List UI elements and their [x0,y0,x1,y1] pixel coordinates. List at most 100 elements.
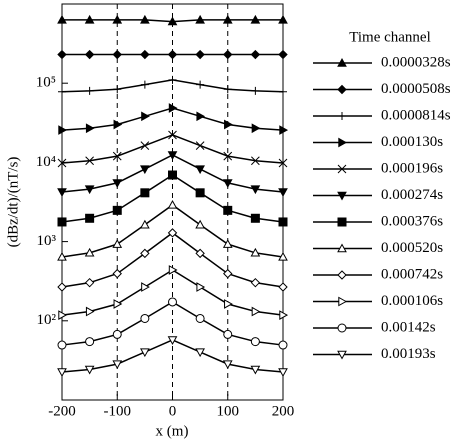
legend-label: 0.000106s [381,293,443,309]
data-point [250,247,261,257]
data-point [278,368,288,377]
data-point [141,111,150,122]
data-point [195,348,205,358]
data-point [140,141,150,150]
data-point [58,310,68,320]
data-point [168,265,178,275]
data-point [57,368,67,377]
legend-label: 0.0000508s [381,81,451,97]
x-tick-label: -100 [104,403,132,419]
legend-marker [337,350,347,360]
data-point [112,205,122,215]
data-point [222,14,233,24]
data-point [112,14,123,24]
data-point [140,348,150,358]
data-point [112,49,122,60]
data-point [196,111,206,122]
data-point [85,306,95,317]
legend-label: 0.0000328s [381,54,451,70]
data-point [223,329,233,339]
data-point [167,151,178,161]
data-point [167,16,178,26]
data-point [195,188,205,198]
data-point [85,337,95,347]
legend-marker [337,270,347,280]
data-point [113,119,123,130]
data-point [167,199,178,209]
legend-label: 0.000742s [381,266,443,282]
legend-title: Time channel [349,29,431,45]
data-point [278,188,288,198]
data-point [195,165,205,175]
data-point [85,123,95,134]
data-point [195,49,205,60]
data-point [278,158,288,168]
legend-marker [337,243,347,253]
data-point [250,185,261,195]
legend-marker [338,296,348,307]
data-point [278,49,288,60]
data-point [84,247,95,257]
data-point [140,248,150,259]
data-point [251,86,260,95]
data-point [279,125,289,135]
data-point [195,219,205,229]
data-point [84,365,95,375]
data-point [84,185,95,195]
data-point [57,251,67,261]
data-point [224,299,233,309]
data-point [278,251,288,261]
data-point [112,268,122,279]
data-point [167,49,178,60]
data-point [279,310,289,320]
y-axis-label: (dBz/dt)/(nT/s) [5,157,21,248]
data-point [112,239,123,248]
data-point [168,170,177,180]
data-point [168,75,177,84]
data-point [195,248,205,259]
data-point [250,213,260,223]
data-point [195,141,205,150]
x-tick-label: -200 [48,403,76,419]
data-point [57,282,67,292]
data-point [57,49,67,60]
x-tick-label: 100 [217,403,240,419]
legend-marker [337,217,347,227]
x-tick-label: 200 [272,403,295,419]
data-point [85,86,94,95]
data-point [250,365,261,375]
data-point [195,14,205,24]
data-point [251,306,261,317]
data-point [113,299,123,309]
data-point [140,165,150,175]
data-point [224,119,233,130]
data-point [168,297,177,307]
data-point [141,282,150,292]
data-point [278,340,288,350]
legend-marker [338,137,348,148]
x-axis-label: x (m) [156,423,189,439]
data-point [167,336,178,345]
legend-label: 0.000520s [381,240,443,256]
data-point [250,337,260,347]
legend-marker [337,191,347,201]
data-point [140,80,149,89]
data-point [57,188,67,198]
legend-label: 0.000130s [381,134,443,150]
data-point [196,80,205,89]
legend-label: 0.000274s [381,187,443,203]
series-line [61,107,284,131]
data-point [223,205,233,215]
legend-label: 0.00193s [381,346,436,362]
data-point [84,14,95,24]
data-point [279,87,287,96]
data-point [140,219,150,229]
data-point [222,360,233,370]
data-point [278,217,288,227]
data-point [222,239,233,248]
legend-marker [337,84,347,95]
data-point [85,156,94,166]
data-point [140,313,150,323]
data-point [57,158,67,168]
